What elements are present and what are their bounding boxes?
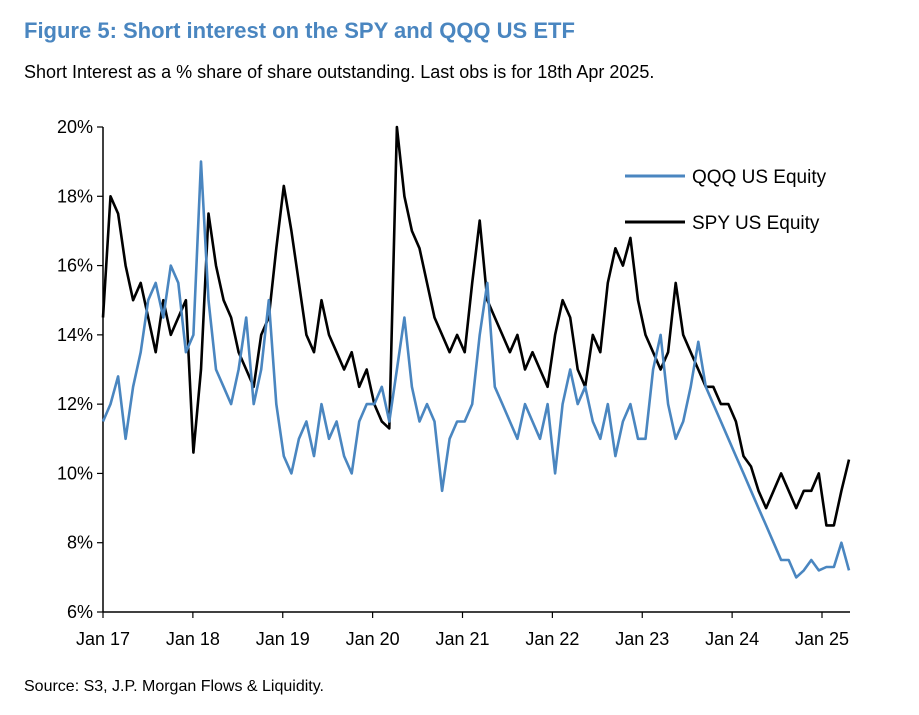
x-tick-label: Jan 20 — [346, 629, 400, 649]
x-tick-label: Jan 25 — [795, 629, 849, 649]
y-tick-label: 10% — [57, 463, 93, 483]
y-tick-label: 18% — [57, 186, 93, 206]
axes: 6% 8% 10% 12% 14% 16% 18% 20% Jan 17 Jan 18 Jan 19… — [57, 117, 850, 649]
x-tick-label: Jan 21 — [435, 629, 489, 649]
series-line-spy-us-equity — [101, 125, 851, 527]
y-tick-label: 14% — [57, 325, 93, 345]
x-tick-label: Jan 22 — [525, 629, 579, 649]
y-tick-label: 6% — [67, 602, 93, 622]
figure-title: Figure 5: Short interest on the SPY and … — [24, 18, 575, 43]
y-tick-label: 8% — [67, 533, 93, 553]
legend-label: QQQ US Equity — [692, 167, 827, 188]
legend-label: SPY US Equity — [692, 213, 820, 234]
x-tick-label: Jan 23 — [615, 629, 669, 649]
source-note: Source: S3, J.P. Morgan Flows & Liquidit… — [24, 678, 324, 695]
series-line-qqq-us-equity — [101, 160, 851, 579]
y-tick-label: 12% — [57, 394, 93, 414]
x-tick-label: Jan 19 — [256, 629, 310, 649]
y-tick-label: 20% — [57, 117, 93, 137]
legend: QQQ US Equity SPY US Equity — [625, 167, 827, 234]
figure-subtitle: Short Interest as a % share of share out… — [24, 62, 655, 82]
x-tick-label: Jan 24 — [705, 629, 759, 649]
series-lines — [101, 125, 851, 579]
x-tick-label: Jan 17 — [76, 629, 130, 649]
y-tick-label: 16% — [57, 256, 93, 276]
x-tick-label: Jan 18 — [166, 629, 220, 649]
